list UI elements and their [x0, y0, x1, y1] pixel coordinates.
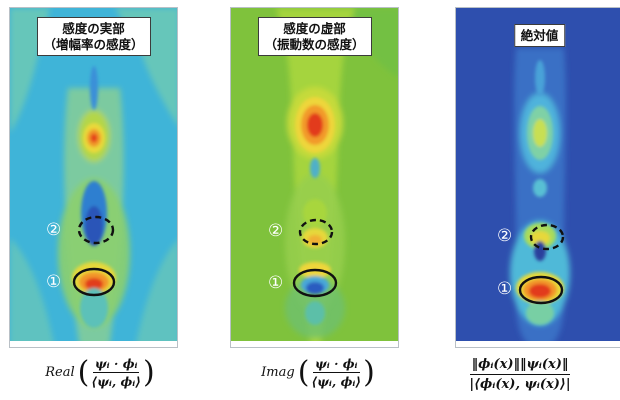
marker-2-label: ②: [46, 220, 62, 240]
marker-1-label: ①: [46, 272, 62, 292]
title-line-2: （振動数の感度）: [264, 37, 365, 52]
dashed-ellipse-marker-2: [529, 223, 565, 251]
formula-absolute: ‖ϕᵢ(x)‖‖ψᵢ(x)‖ |⟨ϕᵢ(x), ψᵢ(x)⟩|: [420, 356, 620, 393]
heatmap-absolute: [456, 8, 620, 347]
panel-title-absolute: 絶対値: [513, 24, 566, 47]
heatmap-imag: [231, 8, 398, 347]
formula-real: Real ( ψᵢ · ϕᵢ ⟨ψᵢ, ϕᵢ⟩ ): [45, 354, 155, 390]
formula-numerator-absolute: ‖ϕᵢ(x)‖‖ψᵢ(x)‖: [469, 356, 571, 375]
marker-2-label: ②: [268, 221, 284, 241]
formula-function-imag: Imag: [261, 365, 295, 380]
formula-denominator-real: ⟨ψᵢ, ϕᵢ⟩: [91, 374, 142, 389]
formula-numerator-imag: ψᵢ · ϕᵢ: [312, 356, 360, 373]
panel-imag-part: 感度の虚部 （振動数の感度） ② ①: [230, 7, 399, 348]
marker-1-label: ①: [268, 273, 284, 293]
title-line-1: 感度の虚部: [283, 21, 346, 36]
marker-2-label: ②: [497, 226, 513, 246]
solid-ellipse-marker-1: [72, 267, 116, 297]
title-line-2: （増幅率の感度）: [43, 37, 144, 52]
panel-real-part: 感度の実部 （増幅率の感度） ② ①: [9, 7, 178, 348]
formula-function-real: Real: [45, 365, 75, 380]
heatmap-real: [10, 8, 177, 347]
marker-1-label: ①: [497, 279, 513, 299]
dashed-ellipse-marker-2: [298, 218, 334, 246]
solid-ellipse-marker-1: [292, 268, 338, 298]
formula-imag: Imag ( ψᵢ · ϕᵢ ⟨ψᵢ, ϕᵢ⟩ ): [261, 354, 375, 390]
formula-numerator-real: ψᵢ · ϕᵢ: [92, 356, 140, 373]
formula-denominator-absolute: |⟨ϕᵢ(x), ψᵢ(x)⟩|: [469, 377, 571, 392]
panel-title-imag: 感度の虚部 （振動数の感度）: [257, 17, 372, 56]
dashed-ellipse-marker-2: [77, 215, 115, 245]
panel-title-real: 感度の実部 （増幅率の感度）: [36, 17, 151, 56]
title-line-1: 感度の実部: [62, 21, 125, 36]
panel-absolute: 絶対値 ② ①: [455, 7, 620, 348]
formula-denominator-imag: ⟨ψᵢ, ϕᵢ⟩: [311, 374, 362, 389]
solid-ellipse-marker-1: [518, 275, 564, 305]
title-line-1: 絶対値: [520, 28, 559, 43]
